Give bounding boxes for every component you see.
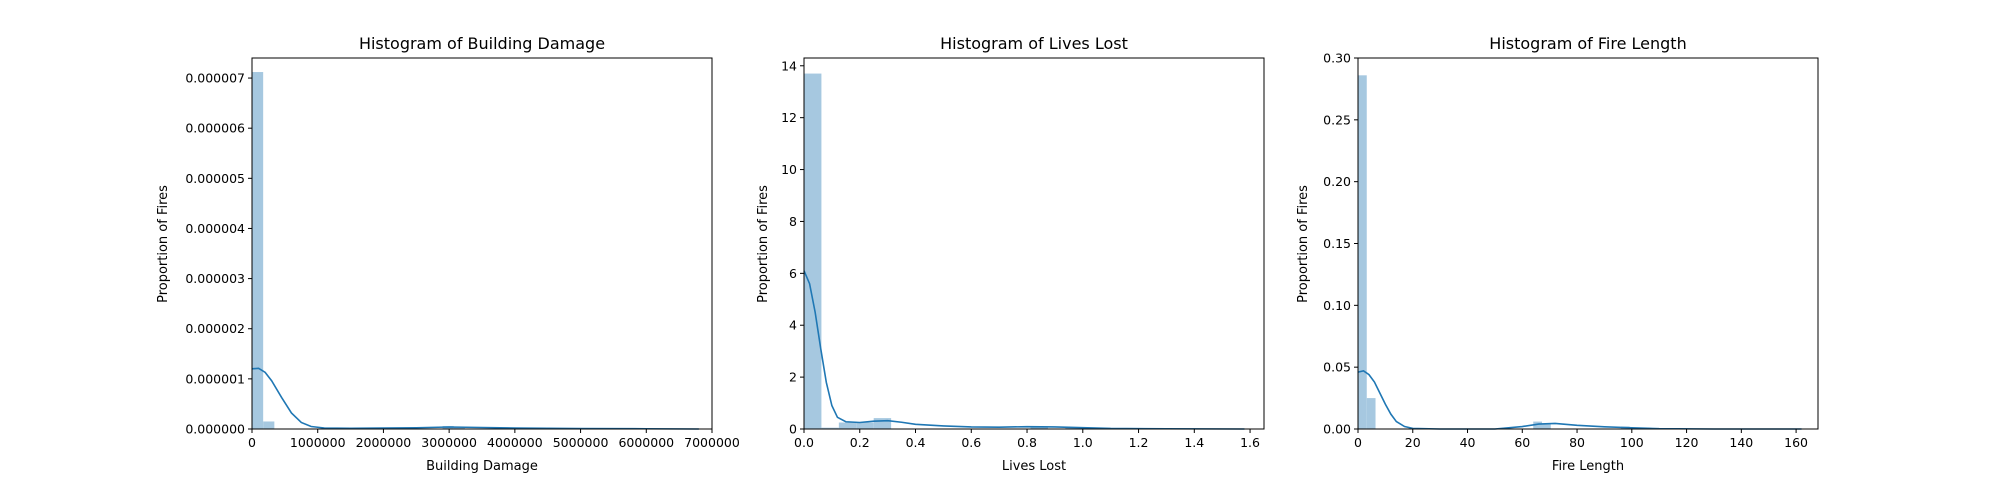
histogram-bar [263,421,275,429]
y-tick-label: 0.00 [1323,422,1351,437]
y-tick-label: 0.10 [1323,298,1351,313]
histogram-bar [252,72,264,429]
x-tick-label: 1.0 [1073,435,1093,450]
x-tick-label: 0.2 [850,435,870,450]
x-tick-label: 40 [1460,435,1476,450]
chart-title: Histogram of Building Damage [359,34,605,53]
y-tick-label: 0.000003 [185,271,245,286]
y-ticks-group: 0.000000 0.000001 0.000002 0.000003 0.000004… [185,71,252,437]
y-tick-label: 0.20 [1323,174,1351,189]
histogram-bar [838,422,857,429]
x-ticks-group: 0.0 0.2 0.4 0.6 0.8 1.0 1.2 1.4 1.6 [794,429,1260,450]
x-tick-label: 2000000 [356,435,412,450]
y-tick-label: 0.000006 [185,121,245,136]
x-tick-label: 1.6 [1240,435,1260,450]
x-tick-label: 120 [1675,435,1699,450]
y-tick-label: 8 [789,214,797,229]
kde-line [803,270,1245,430]
y-tick-label: 10 [781,162,797,177]
y-tick-label: 4 [789,318,797,333]
y-tick-label: 0.000007 [185,71,245,86]
x-axis-label: Lives Lost [1002,459,1066,474]
x-tick-label: 100 [1620,435,1644,450]
x-tick-label: 0 [248,435,256,450]
axes-frame [803,57,1265,430]
y-tick-label: 0.30 [1323,51,1351,66]
histogram-bar [453,426,465,429]
y-ticks-group: 0 2 4 6 8 10 12 14 [781,58,804,437]
kde-group [803,270,1245,430]
x-tick-label: 0 [1354,435,1362,450]
y-axis-label: Proportion of Fires [156,185,171,303]
chart-title: Histogram of Lives Lost [940,34,1128,53]
histogram-bar [1533,421,1542,429]
x-tick-label: 80 [1569,435,1585,450]
kde-group [251,367,699,430]
y-tick-label: 2 [789,370,797,385]
x-tick-label: 0.0 [794,435,814,450]
chart-panel-lives-lost: Histogram of Lives Lost Lives Lost Propo… [756,34,1265,474]
y-tick-label: 12 [781,110,797,125]
x-tick-label: 1000000 [290,435,346,450]
histogram-bar [821,427,839,429]
histogram-bar [873,418,892,429]
x-tick-label: 6000000 [618,435,674,450]
kde-line [251,367,699,430]
chart-panel-building-damage: Histogram of Building Damage Building Da… [156,34,740,474]
axes-frame [1357,57,1819,430]
histogram-bar [1542,424,1551,429]
x-tick-label: 20 [1405,435,1421,450]
bars-group [804,73,1083,429]
histogram-bar [856,422,874,429]
x-tick-label: 160 [1784,435,1808,450]
histogram-bar [1065,427,1083,429]
y-tick-label: 0.000004 [185,221,245,236]
y-tick-label: 0.000005 [185,171,245,186]
x-tick-label: 0.4 [906,435,926,450]
y-axis-label: Proportion of Fires [756,185,771,303]
x-axis-label: Fire Length [1552,459,1624,474]
x-tick-label: 4000000 [487,435,543,450]
y-tick-label: 0.000000 [185,422,245,437]
x-tick-label: 3000000 [421,435,477,450]
x-ticks-group: 0 1000000 2000000 3000000 4000000 5000000 6000… [248,429,740,450]
y-tick-label: 0.25 [1323,112,1351,127]
x-tick-label: 1.2 [1129,435,1149,450]
y-tick-label: 0 [789,422,797,437]
x-ticks-group: 0 20 40 60 80 100 120 140 160 [1354,429,1808,450]
x-tick-label: 0.6 [961,435,981,450]
y-tick-label: 0.000002 [185,321,245,336]
x-tick-label: 60 [1514,435,1530,450]
histogram-bar [1366,398,1376,429]
chart-panel-fire-length: Histogram of Fire Length Fire Length Pro… [1296,34,1819,474]
y-tick-label: 0.15 [1323,236,1351,251]
y-tick-label: 0.000001 [185,371,245,386]
x-tick-label: 5000000 [553,435,609,450]
x-tick-label: 1.4 [1184,435,1204,450]
y-tick-label: 0.05 [1323,360,1351,375]
x-tick-label: 140 [1729,435,1753,450]
histogram-bar [804,73,822,429]
y-axis-label: Proportion of Fires [1296,185,1311,303]
y-ticks-group: 0.00 0.05 0.10 0.15 0.20 0.25 0.30 [1323,51,1358,437]
x-tick-label: 7000000 [684,435,740,450]
y-tick-label: 14 [781,58,797,73]
chart-title: Histogram of Fire Length [1489,34,1686,53]
y-tick-label: 6 [789,266,797,281]
axes-frame [251,57,713,430]
x-tick-label: 0.8 [1017,435,1037,450]
x-axis-label: Building Damage [426,459,538,474]
histogram-bar [1030,427,1048,429]
histogram-bar [1358,75,1367,430]
